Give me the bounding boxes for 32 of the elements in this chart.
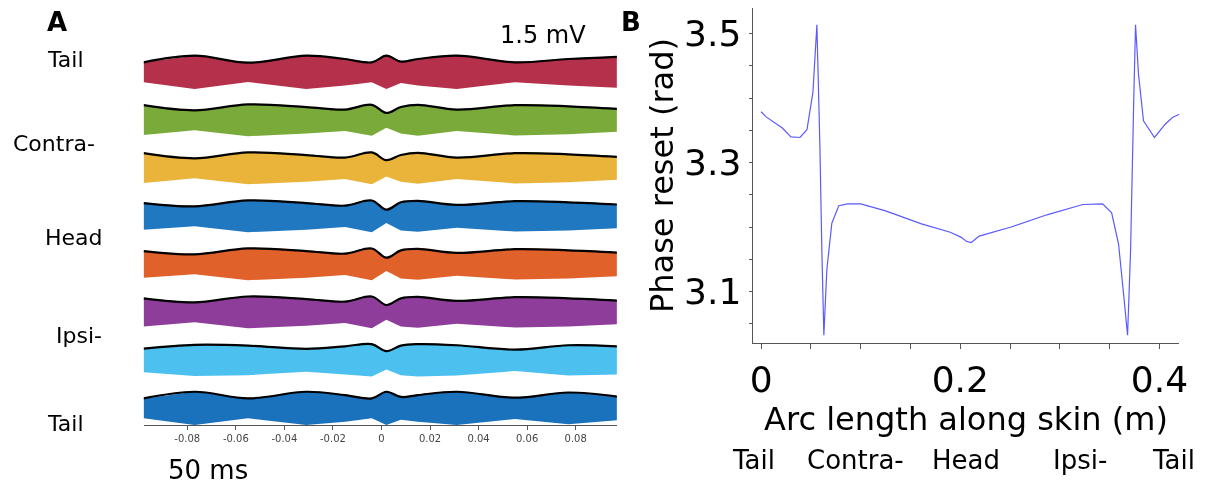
x-tick-label: 0.4: [1130, 359, 1189, 401]
text: Contra-: [13, 131, 95, 156]
text: A: [47, 7, 68, 37]
x-tick-label: 0.04: [467, 433, 490, 444]
text: Head: [45, 225, 103, 250]
x-tick-label: -0.08: [174, 433, 201, 444]
x-tick-label: -0.02: [319, 433, 346, 444]
text: Tail: [1152, 445, 1195, 475]
text: Head: [932, 445, 1000, 475]
text: 50 ms: [168, 455, 249, 485]
y-tick-label: 3.1: [684, 271, 742, 313]
text: Tail: [47, 411, 84, 436]
text: Contra-: [807, 445, 904, 475]
x-axis-title: Arc length along skin (m): [764, 400, 1168, 439]
text: Ipsi-: [1053, 445, 1108, 475]
x-tick-label: 0: [749, 359, 773, 401]
x-tick-label: 0: [378, 433, 385, 444]
x-tick-label: 0.06: [515, 433, 539, 444]
text: Tail: [732, 445, 775, 475]
x-tick-label: 0.02: [418, 433, 442, 444]
x-tick-label: 0.2: [931, 359, 989, 401]
x-tick-label: 0.08: [564, 433, 587, 444]
line-series: [760, 24, 1180, 336]
y-axis-title: Phase reset (rad): [643, 38, 682, 313]
text: Tail: [47, 47, 84, 72]
y-tick-label: 3.5: [684, 13, 742, 55]
text: 1.5 mV: [500, 21, 587, 49]
text: B: [621, 7, 641, 37]
text: Ipsi-: [56, 323, 102, 348]
x-tick-label: -0.04: [271, 433, 298, 444]
y-tick-label: 3.3: [684, 142, 742, 184]
x-tick-label: -0.06: [222, 433, 249, 444]
